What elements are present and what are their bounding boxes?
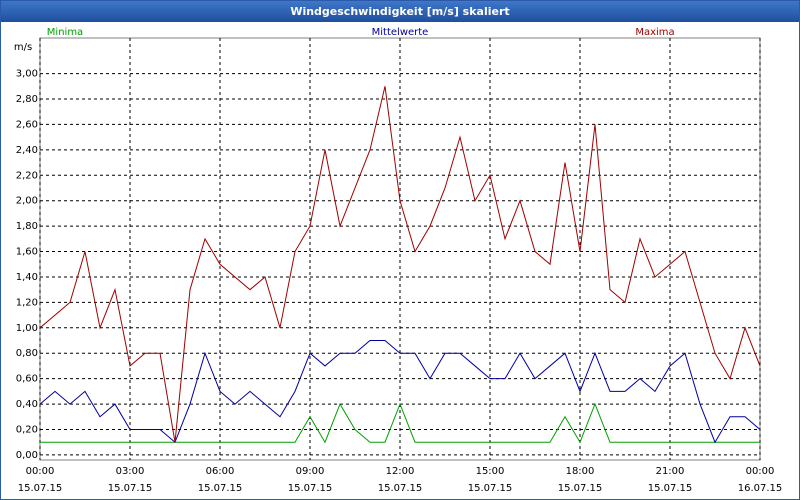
y-tick-label: 0,20 [16, 424, 38, 435]
data-line [39, 86, 761, 443]
title-bar: Windgeschwindigkeit [m/s] skaliert [1, 1, 799, 22]
y-tick-label: 1,20 [16, 297, 38, 308]
y-tick-label: 2,60 [16, 119, 38, 130]
x-tick-label: 00:00 16.07.15 [737, 466, 783, 494]
y-tick-label: 2,80 [16, 94, 38, 105]
x-tick-label: 21:00 15.07.15 [647, 466, 693, 494]
x-tick-label: 03:00 15.07.15 [107, 466, 153, 494]
y-tick-label: 1,40 [16, 272, 38, 283]
y-tick-label: 1,60 [16, 247, 38, 258]
y-tick-label: 2,00 [16, 196, 38, 207]
x-tick-label: 00:00 15.07.15 [17, 466, 63, 494]
x-tick-label: 09:00 15.07.15 [287, 466, 333, 494]
legend-label: Maxima [635, 27, 674, 38]
y-tick-label: 2,20 [16, 170, 38, 181]
y-unit-label: m/s [14, 42, 32, 53]
y-tick-label: 1,00 [16, 323, 38, 334]
x-tick-label: 12:00 15.07.15 [377, 466, 423, 494]
x-tick-label: 15:00 15.07.15 [467, 466, 513, 494]
legend-label: Mittelwerte [372, 27, 429, 38]
y-tick-label: 0,40 [16, 399, 38, 410]
data-line [40, 402, 760, 444]
y-tick-label: 0,60 [16, 374, 38, 385]
x-tick-label: 06:00 15.07.15 [197, 466, 243, 494]
y-tick-label: 0,80 [16, 348, 38, 359]
data-line [39, 340, 761, 444]
legend-label: Minima [47, 27, 83, 38]
y-tick-label: 3,00 [16, 69, 38, 80]
x-tick-label: 18:00 15.07.15 [557, 466, 603, 494]
y-tick-label: 1,80 [16, 221, 38, 232]
y-tick-label: 2,40 [16, 145, 38, 156]
y-tick-label: 0,00 [16, 450, 38, 461]
